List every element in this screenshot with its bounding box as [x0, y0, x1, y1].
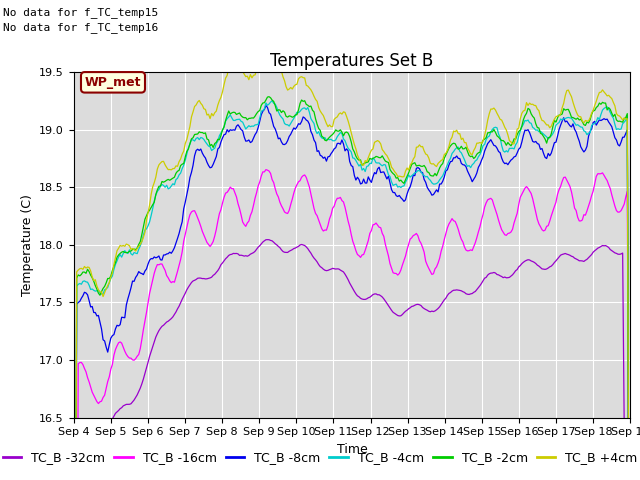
Legend: TC_B -32cm, TC_B -16cm, TC_B -8cm, TC_B -4cm, TC_B -2cm, TC_B +4cm: TC_B -32cm, TC_B -16cm, TC_B -8cm, TC_B … — [0, 446, 640, 469]
Text: No data for f_TC_temp16: No data for f_TC_temp16 — [3, 22, 159, 33]
Text: No data for f_TC_temp15: No data for f_TC_temp15 — [3, 7, 159, 18]
Title: Temperatures Set B: Temperatures Set B — [270, 52, 434, 71]
Y-axis label: Temperature (C): Temperature (C) — [20, 194, 33, 296]
X-axis label: Time: Time — [337, 443, 367, 456]
Text: WP_met: WP_met — [84, 76, 141, 89]
